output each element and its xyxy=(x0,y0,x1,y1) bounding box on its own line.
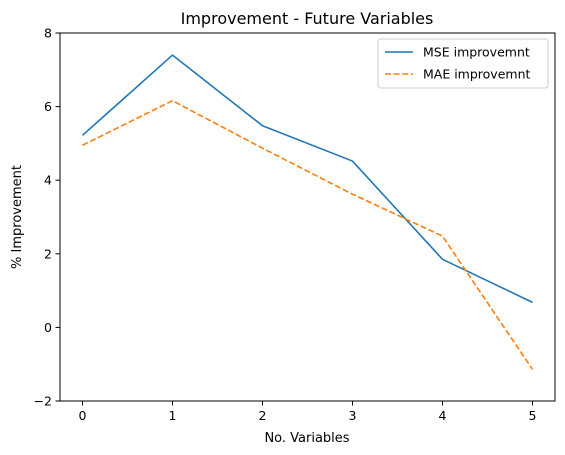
legend: MSE improvemnt MAE improvemnt xyxy=(377,38,549,89)
x-tick-label: 4 xyxy=(439,408,447,423)
x-tick-label: 3 xyxy=(349,408,357,423)
legend-entries: MSE improvemnt MAE improvemnt xyxy=(385,45,530,82)
legend-label: MAE improvemnt xyxy=(423,67,530,82)
series-line-mse xyxy=(81,54,533,304)
plot-frame xyxy=(59,32,556,402)
y-tick-label: 4 xyxy=(44,173,52,188)
x-tick-label: 1 xyxy=(169,408,177,423)
y-tick-label: 6 xyxy=(44,99,52,114)
y-tick-label: 2 xyxy=(44,246,52,261)
y-tick-label: 8 xyxy=(44,26,52,41)
x-axis-ticks: 0 1 2 3 4 5 xyxy=(79,401,537,423)
y-axis-ticks: −2 0 2 4 6 8 xyxy=(34,26,60,409)
series-layer xyxy=(81,54,534,370)
y-tick-label: −2 xyxy=(34,394,52,409)
plot-area xyxy=(59,32,556,402)
x-tick-label: 2 xyxy=(259,408,267,423)
x-tick-label: 0 xyxy=(79,408,87,423)
chart-title: Improvement - Future Variables xyxy=(181,9,434,28)
y-axis-label: % Improvement xyxy=(10,165,25,269)
x-tick-label: 5 xyxy=(529,408,537,423)
x-axis-label: No. Variables xyxy=(264,431,349,446)
series-line-mae xyxy=(82,99,534,370)
legend-label: MSE improvemnt xyxy=(423,45,530,60)
y-tick-label: 0 xyxy=(44,320,52,335)
legend-box xyxy=(377,38,549,89)
